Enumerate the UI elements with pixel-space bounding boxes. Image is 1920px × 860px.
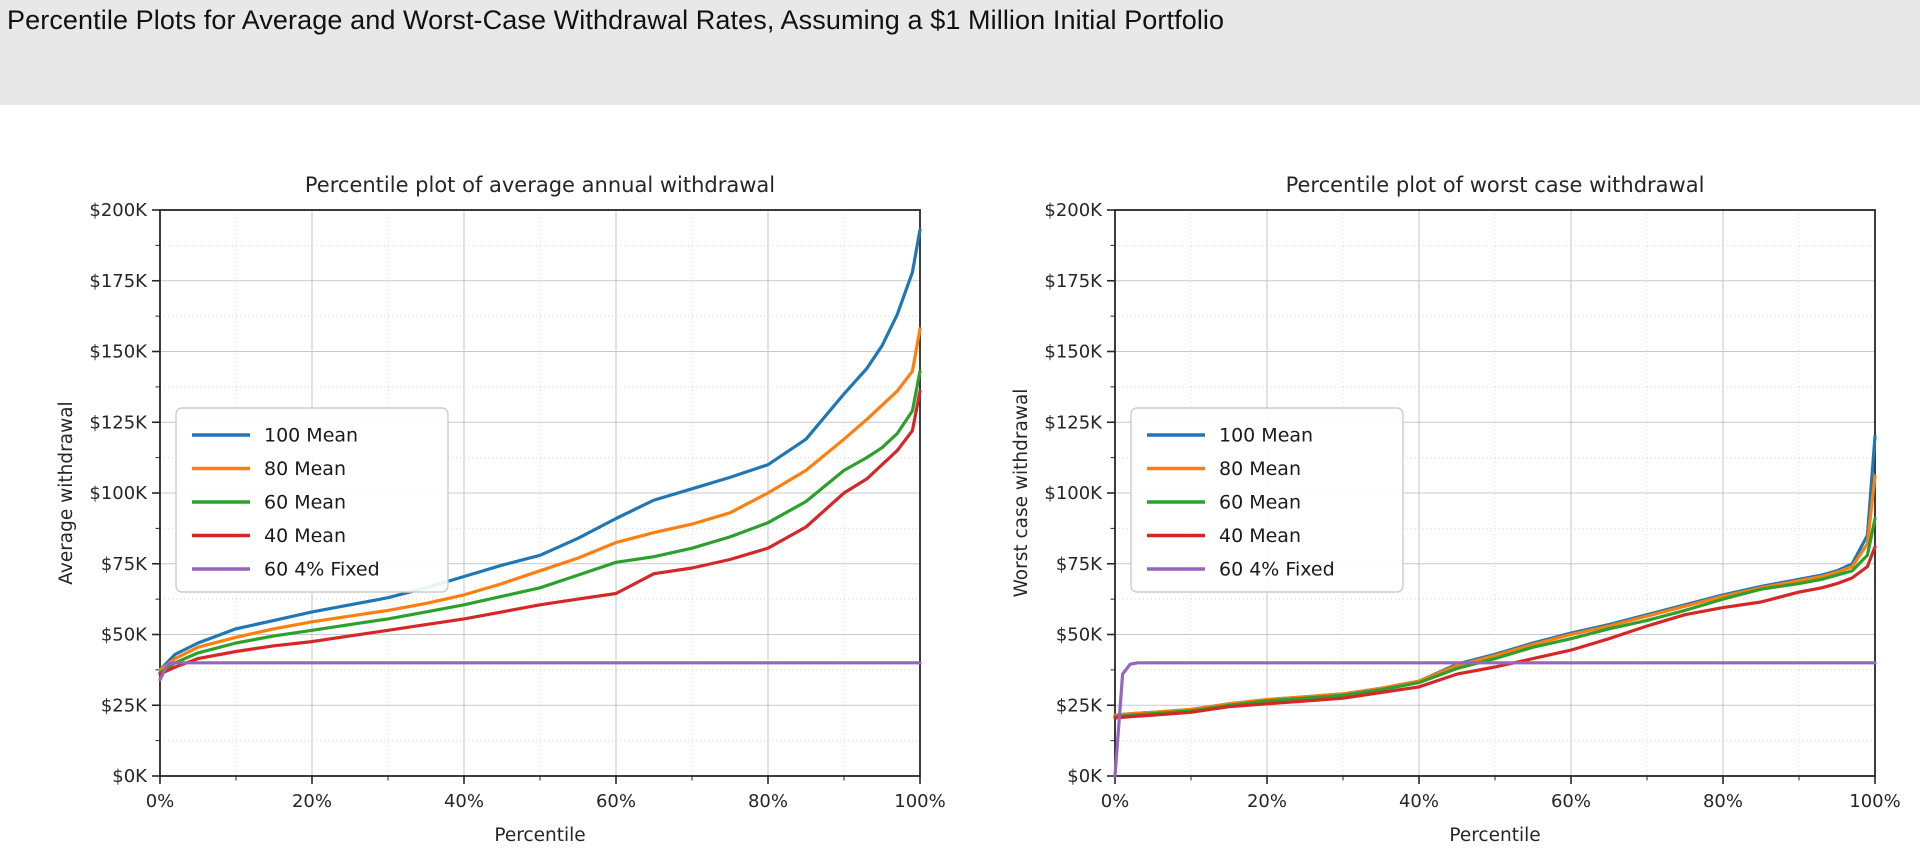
y-tick-label: $125K xyxy=(89,412,148,433)
y-tick-label: $25K xyxy=(101,695,148,716)
average-withdrawal-plot: $0K $25K $50K $75K $100K $125K $150K $175K $200K… xyxy=(56,173,946,846)
x-tick-label: 40% xyxy=(444,791,484,812)
worst-case-withdrawal-plot: $0K $25K $50K $75K $100K $125K $150K $175K $200K… xyxy=(1011,173,1901,846)
page-header: Percentile Plots for Average and Worst-C… xyxy=(0,0,1920,105)
series-40-mean xyxy=(1113,545,1877,720)
y-tick-label: $100K xyxy=(89,483,148,504)
y-tick-label: $150K xyxy=(89,342,148,363)
series-40-mean xyxy=(158,389,922,676)
series-60-4-fixed xyxy=(1113,661,1877,778)
x-tick-label: 20% xyxy=(1247,791,1287,812)
series-80-mean xyxy=(158,327,922,672)
y-tick-label: $0K xyxy=(1067,766,1103,787)
chart-worst-case-withdrawal: $0K $25K $50K $75K $100K $125K $150K $175K $200K… xyxy=(995,140,1905,860)
legend-box xyxy=(1130,407,1404,593)
y-axis-label: Average withdrawal xyxy=(56,401,77,584)
x-tick-label: 60% xyxy=(596,791,636,812)
legend-label: 100 Mean xyxy=(1219,425,1313,447)
charts-row: $0K $25K $50K $75K $100K $125K $150K $175K $200K… xyxy=(40,140,1920,860)
x-axis-label: Percentile xyxy=(1449,825,1540,846)
x-tick-label: 40% xyxy=(1399,791,1439,812)
y-tick-label: $125K xyxy=(1044,412,1103,433)
y-tick-label: $100K xyxy=(1044,483,1103,504)
y-tick-label: $200K xyxy=(89,200,148,221)
x-tick-label: 60% xyxy=(1551,791,1591,812)
y-tick-label: $150K xyxy=(1044,342,1103,363)
series-60-4-fixed xyxy=(158,661,922,682)
legend-box xyxy=(175,407,449,593)
y-tick-label: $50K xyxy=(101,625,148,646)
y-tick-label: $75K xyxy=(101,554,148,575)
legend-label: 60 Mean xyxy=(1219,492,1301,514)
legend-label: 80 Mean xyxy=(1219,458,1301,480)
y-tick-label: $200K xyxy=(1044,200,1103,221)
series-100-mean xyxy=(158,228,922,672)
x-axis-label: Percentile xyxy=(494,825,585,846)
legend-label: 60 Mean xyxy=(264,492,346,514)
y-tick-label: $25K xyxy=(1056,695,1103,716)
x-tick-label: 20% xyxy=(292,791,332,812)
legend-label: 100 Mean xyxy=(264,425,358,447)
legend-label: 60 4% Fixed xyxy=(1219,559,1335,581)
legend-label: 40 Mean xyxy=(1219,525,1301,547)
x-tick-label: 100% xyxy=(894,791,945,812)
y-tick-label: $175K xyxy=(89,271,148,292)
x-tick-label: 80% xyxy=(1703,791,1743,812)
y-tick-label: $75K xyxy=(1056,554,1103,575)
y-axis-label: Worst case withdrawal xyxy=(1011,389,1032,598)
series-60-mean xyxy=(158,369,922,675)
x-tick-label: 80% xyxy=(748,791,788,812)
chart-average-withdrawal: $0K $25K $50K $75K $100K $125K $150K $175K $200K… xyxy=(40,140,950,860)
legend-label: 40 Mean xyxy=(264,525,346,547)
legend-label: 60 4% Fixed xyxy=(264,559,380,581)
page-title: Percentile Plots for Average and Worst-C… xyxy=(7,5,1225,35)
x-tick-label: 0% xyxy=(1101,791,1130,812)
y-tick-label: $50K xyxy=(1056,625,1103,646)
x-tick-label: 100% xyxy=(1849,791,1900,812)
chart-title: Percentile plot of average annual withdr… xyxy=(305,173,775,197)
chart-title: Percentile plot of worst case withdrawal xyxy=(1286,173,1705,197)
legend-label: 80 Mean xyxy=(264,458,346,480)
y-tick-label: $175K xyxy=(1044,271,1103,292)
x-tick-label: 0% xyxy=(146,791,175,812)
y-tick-label: $0K xyxy=(112,766,148,787)
